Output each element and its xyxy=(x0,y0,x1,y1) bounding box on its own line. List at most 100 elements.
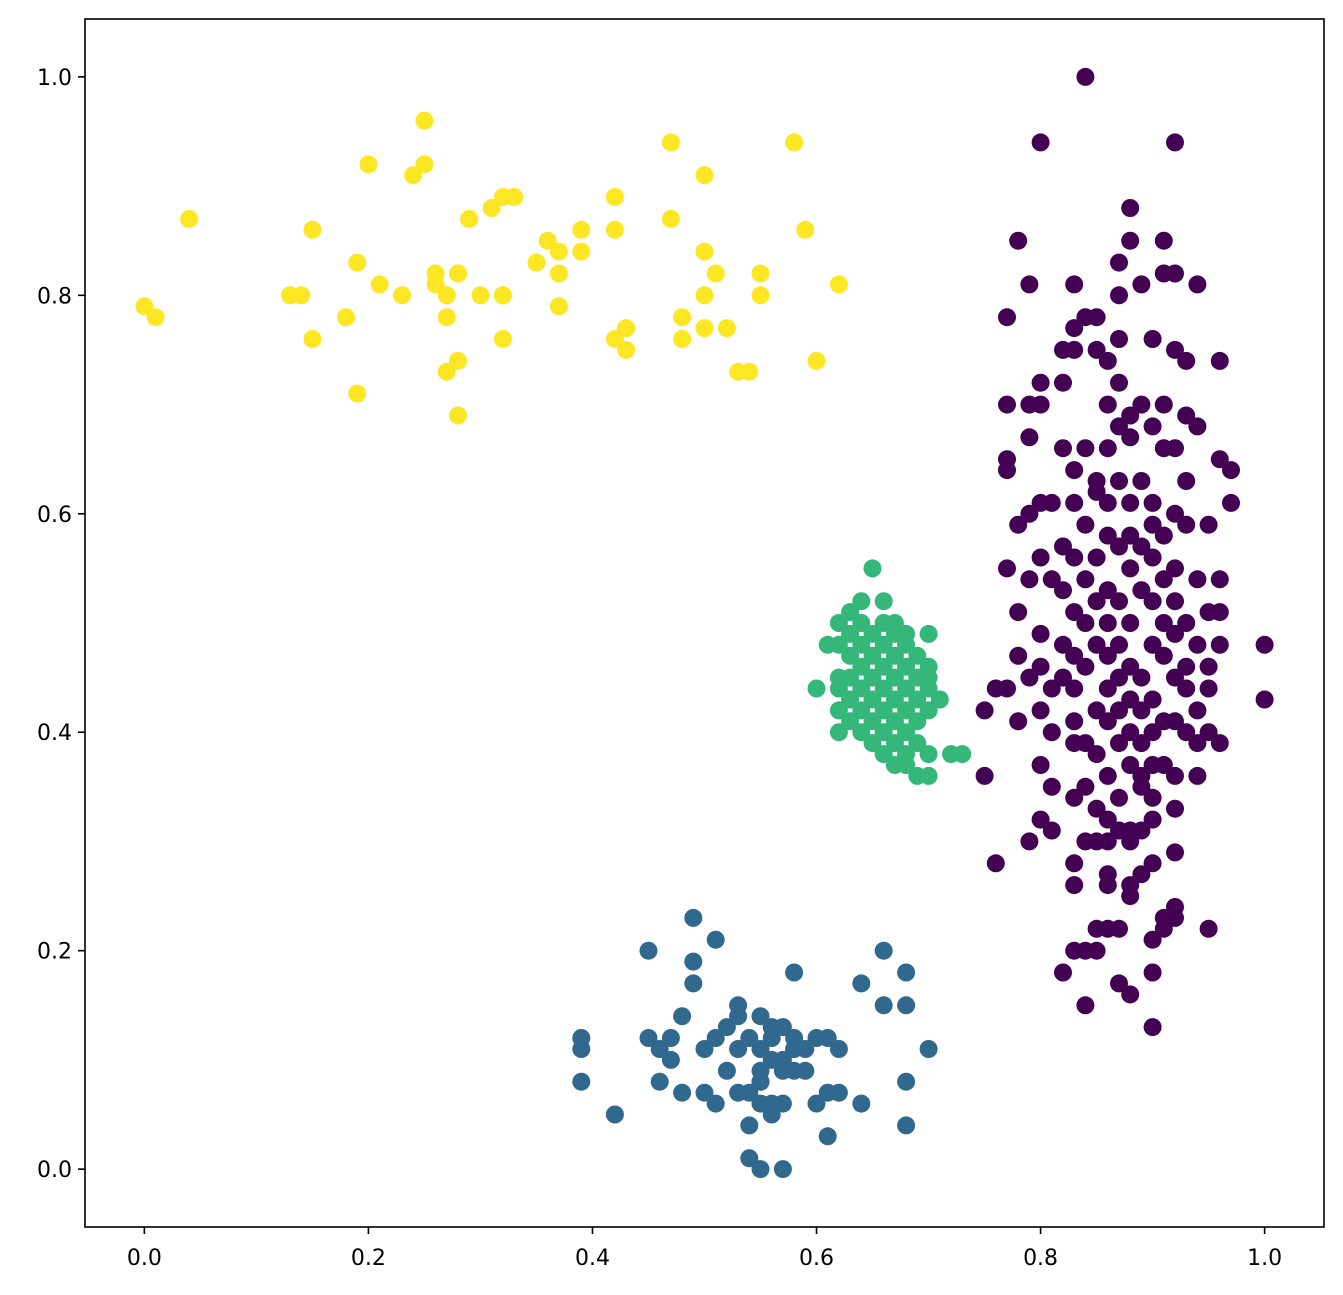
scatter-point-series-3-39 xyxy=(695,286,714,305)
scatter-point-series-3-19 xyxy=(549,242,568,261)
scatter-point-series-0-149 xyxy=(1098,712,1117,731)
scatter-point-series-2-65 xyxy=(897,756,916,774)
scatter-point-series-3-12 xyxy=(180,209,199,228)
scatter-point-series-1-59 xyxy=(807,1094,826,1113)
scatter-point-series-0-81 xyxy=(1087,548,1106,567)
scatter-point-series-0-190 xyxy=(1098,832,1117,851)
scatter-point-series-3-29 xyxy=(370,275,389,294)
scatter-point-series-1-50 xyxy=(695,1083,714,1102)
scatter-point-series-3-57 xyxy=(437,362,456,381)
scatter-point-series-0-51 xyxy=(1210,450,1229,469)
scatter-point-series-2-43 xyxy=(829,701,848,720)
scatter-point-series-0-213 xyxy=(1143,930,1162,949)
scatter-point-series-0-148 xyxy=(1065,712,1084,731)
scatter-point-series-0-193 xyxy=(1166,843,1184,862)
scatter-point-series-2-19 xyxy=(863,646,882,665)
scatter-point-series-1-68 xyxy=(773,1160,792,1179)
scatter-point-series-2-3 xyxy=(841,603,860,622)
y-tick-label: 0.2 xyxy=(37,940,72,965)
scatter-point-series-3-60 xyxy=(348,384,367,403)
scatter-point-series-3-6 xyxy=(404,166,423,185)
scatter-point-series-0-17 xyxy=(1076,308,1095,327)
scatter-point-series-0-67 xyxy=(1222,493,1240,512)
scatter-point-series-3-20 xyxy=(572,242,591,261)
scatter-point-series-0-178 xyxy=(1143,788,1162,807)
scatter-point-series-1-43 xyxy=(796,1061,815,1080)
scatter-point-series-2-41 xyxy=(908,690,927,709)
scatter-point-series-0-7 xyxy=(1110,253,1128,272)
scatter-point-series-0-121 xyxy=(1154,646,1173,665)
scatter-point-series-0-26 xyxy=(1210,351,1229,370)
scatter-point-series-0-110 xyxy=(1087,635,1106,654)
scatter-point-series-3-33 xyxy=(393,286,411,305)
scatter-point-series-0-42 xyxy=(1020,428,1039,447)
scatter-point-series-3-27 xyxy=(706,264,725,283)
scatter-point-series-3-53 xyxy=(605,330,624,348)
scatter-point-series-1-1 xyxy=(706,930,725,949)
scatter-point-series-0-118 xyxy=(1065,646,1084,665)
scatter-point-series-1-10 xyxy=(874,996,893,1015)
scatter-point-series-1-36 xyxy=(796,1040,815,1058)
scatter-point-series-0-113 xyxy=(1166,624,1184,643)
scatter-point-series-1-23 xyxy=(661,1029,680,1047)
scatter-point-series-0-137 xyxy=(1143,690,1162,709)
scatter-point-series-0-140 xyxy=(1255,690,1274,709)
scatter-point-series-2-38 xyxy=(841,690,860,709)
scatter-point-series-0-186 xyxy=(1110,821,1128,840)
scatter-point-series-0-127 xyxy=(1110,668,1128,687)
scatter-point-series-0-212 xyxy=(1065,941,1084,960)
scatter-point-series-0-198 xyxy=(1098,876,1117,895)
scatter-point-series-0-79 xyxy=(1031,548,1050,567)
scatter-point-series-0-167 xyxy=(1031,756,1050,774)
scatter-point-series-1-31 xyxy=(695,1040,714,1058)
scatter-point-series-0-191 xyxy=(1121,832,1140,851)
scatter-point-series-0-201 xyxy=(1065,876,1084,895)
scatter-point-series-3-40 xyxy=(493,286,512,305)
scatter-point-series-3-23 xyxy=(348,253,367,272)
scatter-point-series-0-4 xyxy=(1121,231,1140,250)
scatter-point-series-1-6 xyxy=(785,963,804,982)
scatter-point-series-3-31 xyxy=(437,286,456,305)
scatter-point-series-3-42 xyxy=(549,297,568,316)
scatter-point-series-3-21 xyxy=(695,242,714,261)
scatter-point-series-0-115 xyxy=(1210,635,1229,654)
scatter-point-series-1-32 xyxy=(650,1040,669,1058)
scatter-point-series-0-173 xyxy=(975,766,994,785)
x-tick-label: 0.4 xyxy=(575,1246,610,1271)
scatter-point-series-0-194 xyxy=(1065,854,1084,873)
scatter-point-series-0-84 xyxy=(1166,559,1184,578)
scatter-point-series-0-202 xyxy=(1121,887,1140,906)
scatter-point-series-0-146 xyxy=(1031,701,1050,720)
scatter-point-series-2-4 xyxy=(829,614,848,632)
scatter-point-series-0-175 xyxy=(1065,788,1084,807)
scatter-point-series-0-27 xyxy=(1098,351,1117,370)
scatter-point-series-3-50 xyxy=(673,330,692,348)
scatter-point-series-0-122 xyxy=(1177,657,1196,676)
scatter-point-series-1-37 xyxy=(919,1040,938,1058)
scatter-point-series-0-164 xyxy=(1121,756,1140,774)
scatter-point-series-3-51 xyxy=(303,330,322,348)
scatter-point-series-1-19 xyxy=(740,1029,759,1047)
scatter-point-series-0-181 xyxy=(1098,810,1117,829)
plot-frame xyxy=(84,18,1325,1228)
scatter-point-series-0-16 xyxy=(1065,319,1084,338)
scatter-point-series-0-48 xyxy=(1098,439,1117,458)
scatter-point-series-0-179 xyxy=(1166,799,1184,818)
scatter-point-series-0-209 xyxy=(1199,919,1218,938)
scatter-point-series-2-21 xyxy=(908,646,927,665)
scatter-point-series-0-208 xyxy=(1166,908,1184,927)
scatter-point-series-0-180 xyxy=(1087,799,1106,818)
y-tick-label: 0.4 xyxy=(37,721,72,746)
y-tick-label: 0.6 xyxy=(37,503,72,528)
scatter-point-series-2-58 xyxy=(908,734,927,753)
scatter-point-series-2-13 xyxy=(829,635,848,654)
scatter-point-series-3-37 xyxy=(135,297,154,316)
scatter-point-series-2-8 xyxy=(841,624,860,643)
scatter-point-series-0-30 xyxy=(1110,373,1128,392)
scatter-point-series-0-38 xyxy=(1110,417,1128,436)
scatter-point-series-1-41 xyxy=(717,1061,736,1080)
scatter-point-series-0-129 xyxy=(1166,668,1184,687)
scatter-point-series-0-70 xyxy=(1143,515,1162,534)
scatter-point-series-0-72 xyxy=(1098,526,1117,545)
scatter-point-series-0-14 xyxy=(1188,275,1207,294)
